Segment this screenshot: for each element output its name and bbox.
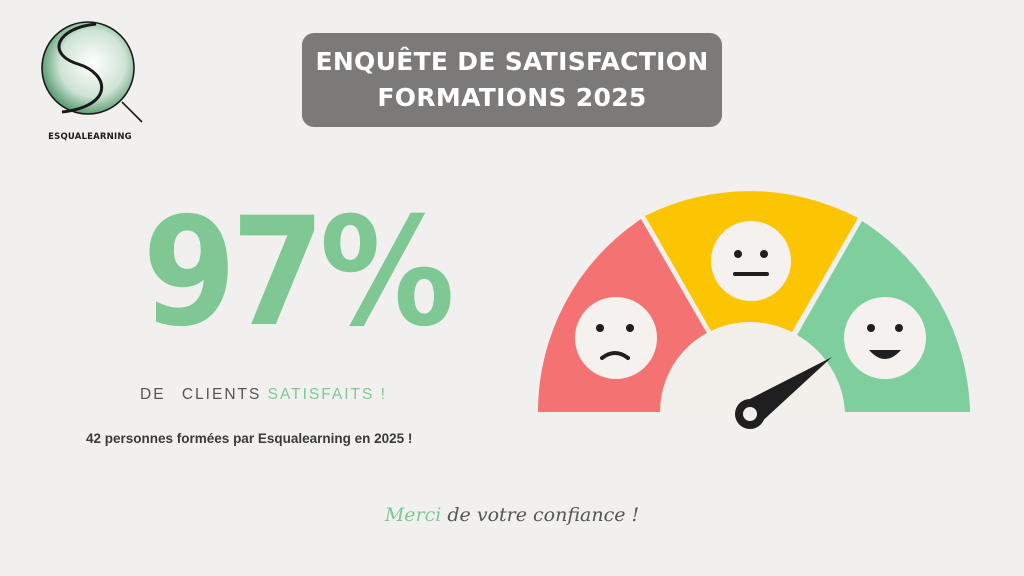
satisfaction-gauge [520, 180, 980, 434]
thanks-message: Merci de votre confiance ! [0, 504, 1024, 526]
label-main: CLIENTS [181, 386, 262, 403]
title-banner: ENQUÊTE DE SATISFACTION FORMATIONS 2025 [302, 33, 722, 127]
satisfaction-percent: 97% [142, 186, 455, 360]
thanks-accent: Merci [384, 504, 442, 526]
label-prefix: DE [140, 386, 166, 403]
gauge-needle [735, 357, 832, 429]
neutral-face-icon [711, 221, 791, 301]
title-line-2: FORMATIONS 2025 [377, 83, 647, 112]
clients-satisfied-label: DE CLIENTS SATISFAITS ! [140, 386, 440, 404]
trainees-count-text: 42 personnes formées par Esqualearning e… [86, 431, 413, 446]
label-accent: SATISFAITS ! [267, 386, 387, 403]
happy-face-icon [844, 297, 926, 379]
esqualearning-logo-icon [41, 21, 143, 123]
sad-face-icon [575, 297, 657, 379]
thanks-rest: de votre confiance ! [447, 504, 640, 526]
logo-text: ESQUALEARNING [48, 132, 132, 142]
title-line-1: ENQUÊTE DE SATISFACTION [315, 47, 709, 76]
logo: ESQUALEARNING [28, 14, 148, 144]
